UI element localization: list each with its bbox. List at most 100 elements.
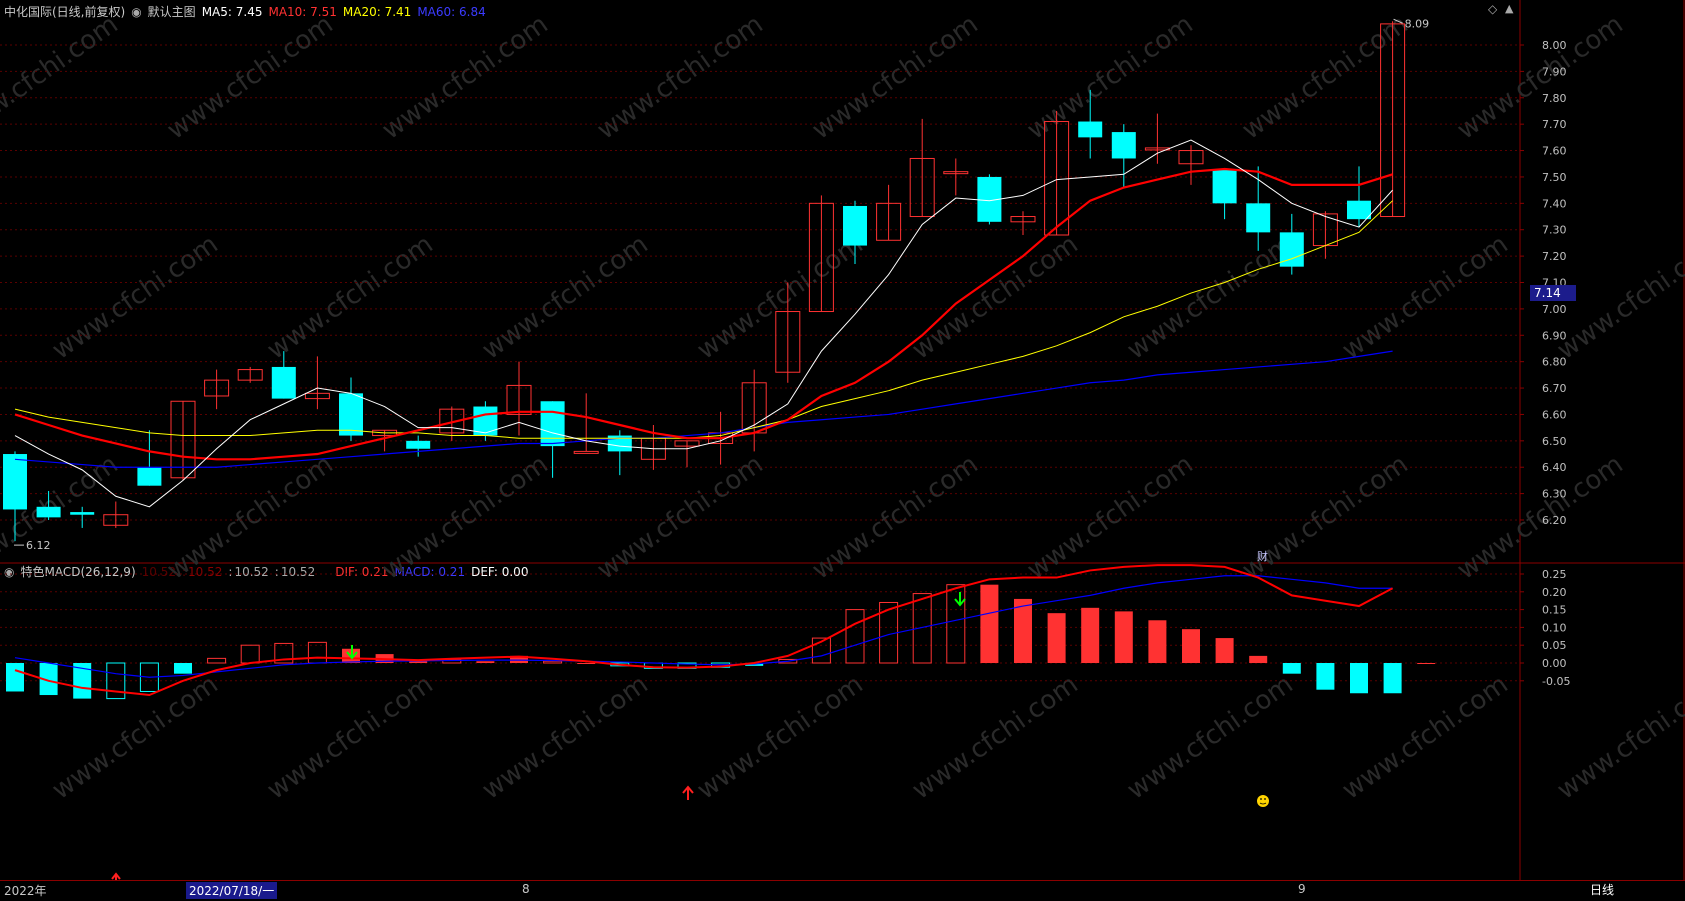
- macd-axis-label: -0.05: [1542, 675, 1570, 688]
- candle-down: [540, 401, 565, 447]
- macd-v3: 10.52: [234, 565, 269, 579]
- candle-up: [237, 369, 263, 381]
- watermark-text: www.cfchi.com: [0, 9, 124, 145]
- smiley-eye: [1264, 798, 1266, 800]
- ma60-label: MA60: 6.84: [417, 5, 486, 19]
- macd-name[interactable]: 特色MACD(26,12,9): [20, 565, 136, 579]
- macd-bar: [1148, 620, 1167, 663]
- watermark-text: www.cfchi.com: [262, 669, 439, 805]
- sell-signal-arrow-2: [954, 592, 966, 607]
- watermark-text: www.cfchi.com: [1122, 669, 1299, 805]
- smiley-eye: [1260, 798, 1262, 800]
- watermark-text: www.cfchi.com: [1237, 449, 1414, 585]
- candle-up: [909, 157, 935, 218]
- buy-signal-arrow-small: [111, 872, 121, 880]
- watermark-text: www.cfchi.com: [1452, 449, 1629, 585]
- watermark-text: www.cfchi.com: [162, 449, 339, 585]
- price-axis-label: 7.20: [1542, 250, 1567, 263]
- high-price-label: 8.09: [1405, 17, 1430, 30]
- candle-up: [808, 202, 834, 313]
- high-arrow: [1393, 18, 1403, 24]
- candle-down: [271, 366, 296, 399]
- macd-bar-hollow: [240, 644, 260, 664]
- price-axis-label: 8.00: [1542, 39, 1567, 52]
- smiley-mouth: [1259, 802, 1267, 805]
- candle-up: [170, 400, 196, 479]
- macd-v4: 10.52: [280, 565, 316, 579]
- period-tab-daily[interactable]: 日线: [1589, 883, 1614, 897]
- date-label-sep: 9: [1298, 882, 1306, 896]
- candle-up: [103, 514, 129, 526]
- macd-toggle-icon[interactable]: ◉: [4, 565, 15, 579]
- macd-bar-hollow: [845, 609, 865, 664]
- macd-bar: [174, 663, 192, 674]
- candle-down: [843, 205, 867, 246]
- macd-bar-hollow: [106, 662, 126, 700]
- macd-axis-label: 0.25: [1542, 568, 1567, 581]
- price-axis-label: 6.30: [1542, 488, 1567, 501]
- watermark-layer: www.cfchi.com www.cfchi.com www.cfchi.com w…: [0, 9, 1685, 805]
- price-axis-label: 6.60: [1542, 408, 1567, 421]
- price-axis-label: 6.90: [1542, 329, 1567, 342]
- def-label: DEF: 0.00: [471, 565, 529, 579]
- macd-bar: [1383, 663, 1402, 694]
- watermark-text: www.cfchi.com: [1122, 229, 1299, 365]
- macd-bar-hollow: [207, 657, 227, 664]
- watermark-text: www.cfchi.com: [907, 669, 1084, 805]
- finance-tag: 财: [1257, 549, 1268, 563]
- macd-bar: [1282, 663, 1301, 674]
- date-label-year: 2022年: [4, 884, 47, 898]
- candle-down: [339, 393, 363, 436]
- dif-line: [14, 564, 1394, 697]
- indicator-name[interactable]: 默认主图: [147, 5, 196, 19]
- candle-up: [204, 379, 230, 397]
- candle-down: [406, 440, 431, 449]
- macd-bar: [1417, 663, 1436, 664]
- macd-bar: [1182, 629, 1200, 663]
- macd-bar: [1249, 655, 1268, 663]
- macd-bar-hollow: [274, 642, 294, 664]
- macd-axis-label: 0.10: [1542, 621, 1567, 634]
- macd-v1: 10.52: [141, 565, 176, 579]
- macd-axis-label: 0.15: [1542, 604, 1567, 617]
- price-axis-label: 6.40: [1542, 461, 1567, 474]
- watermark-text: www.cfchi.com: [477, 669, 654, 805]
- scroll-up-icon[interactable]: ▲: [1505, 2, 1514, 15]
- macd-bar-hollow: [778, 658, 798, 664]
- dif-label: DIF: 0.21: [335, 565, 389, 579]
- macd-bar: [1114, 611, 1133, 663]
- date-axis-bar[interactable]: [0, 880, 1685, 901]
- candle-up: [1010, 216, 1036, 223]
- main-chart-header: 中化国际(日线,前复权) ◉ 默认主图 MA5: 7.45 MA10: 7.51 MA20…: [4, 2, 492, 22]
- price-axis-label: 7.00: [1542, 303, 1567, 316]
- price-axis-label: 7.70: [1542, 118, 1567, 131]
- macd-bar: [1215, 638, 1234, 663]
- candle-down: [70, 512, 95, 515]
- macd-bar: [1350, 663, 1368, 694]
- stock-title[interactable]: 中化国际(日线,前复权): [4, 5, 126, 19]
- diamond-icon[interactable]: ◇: [1488, 2, 1498, 16]
- ma10-label: MA10: 7.51: [268, 5, 337, 19]
- candle-up: [1380, 23, 1406, 218]
- watermark-text: www.cfchi.com: [377, 449, 554, 585]
- buy-signal-arrow: [682, 785, 694, 800]
- watermark-text: www.cfchi.com: [692, 669, 869, 805]
- watermark-text: www.cfchi.com: [807, 9, 984, 145]
- candle-down: [36, 506, 61, 518]
- watermark-text: www.cfchi.com: [1552, 669, 1685, 805]
- macd-v2: 10.52: [188, 565, 223, 579]
- macd-header: ◉ 特色MACD(26,12,9) 10.52:10.52:10.52:10.52 D…: [4, 565, 529, 579]
- macd-bar: [577, 663, 596, 664]
- watermark-text: www.cfchi.com: [1022, 9, 1199, 145]
- watermark-text: www.cfchi.com: [807, 449, 984, 585]
- indicator-toggle-icon[interactable]: ◉: [131, 5, 142, 19]
- candle-up: [1178, 150, 1204, 165]
- watermark-text: www.cfchi.com: [1237, 9, 1414, 145]
- price-axis-label: 7.30: [1542, 224, 1567, 237]
- candle-up: [573, 450, 599, 454]
- price-axis-label: 6.80: [1542, 356, 1567, 369]
- date-label-aug: 8: [522, 882, 530, 896]
- watermark-text: www.cfchi.com: [592, 449, 769, 585]
